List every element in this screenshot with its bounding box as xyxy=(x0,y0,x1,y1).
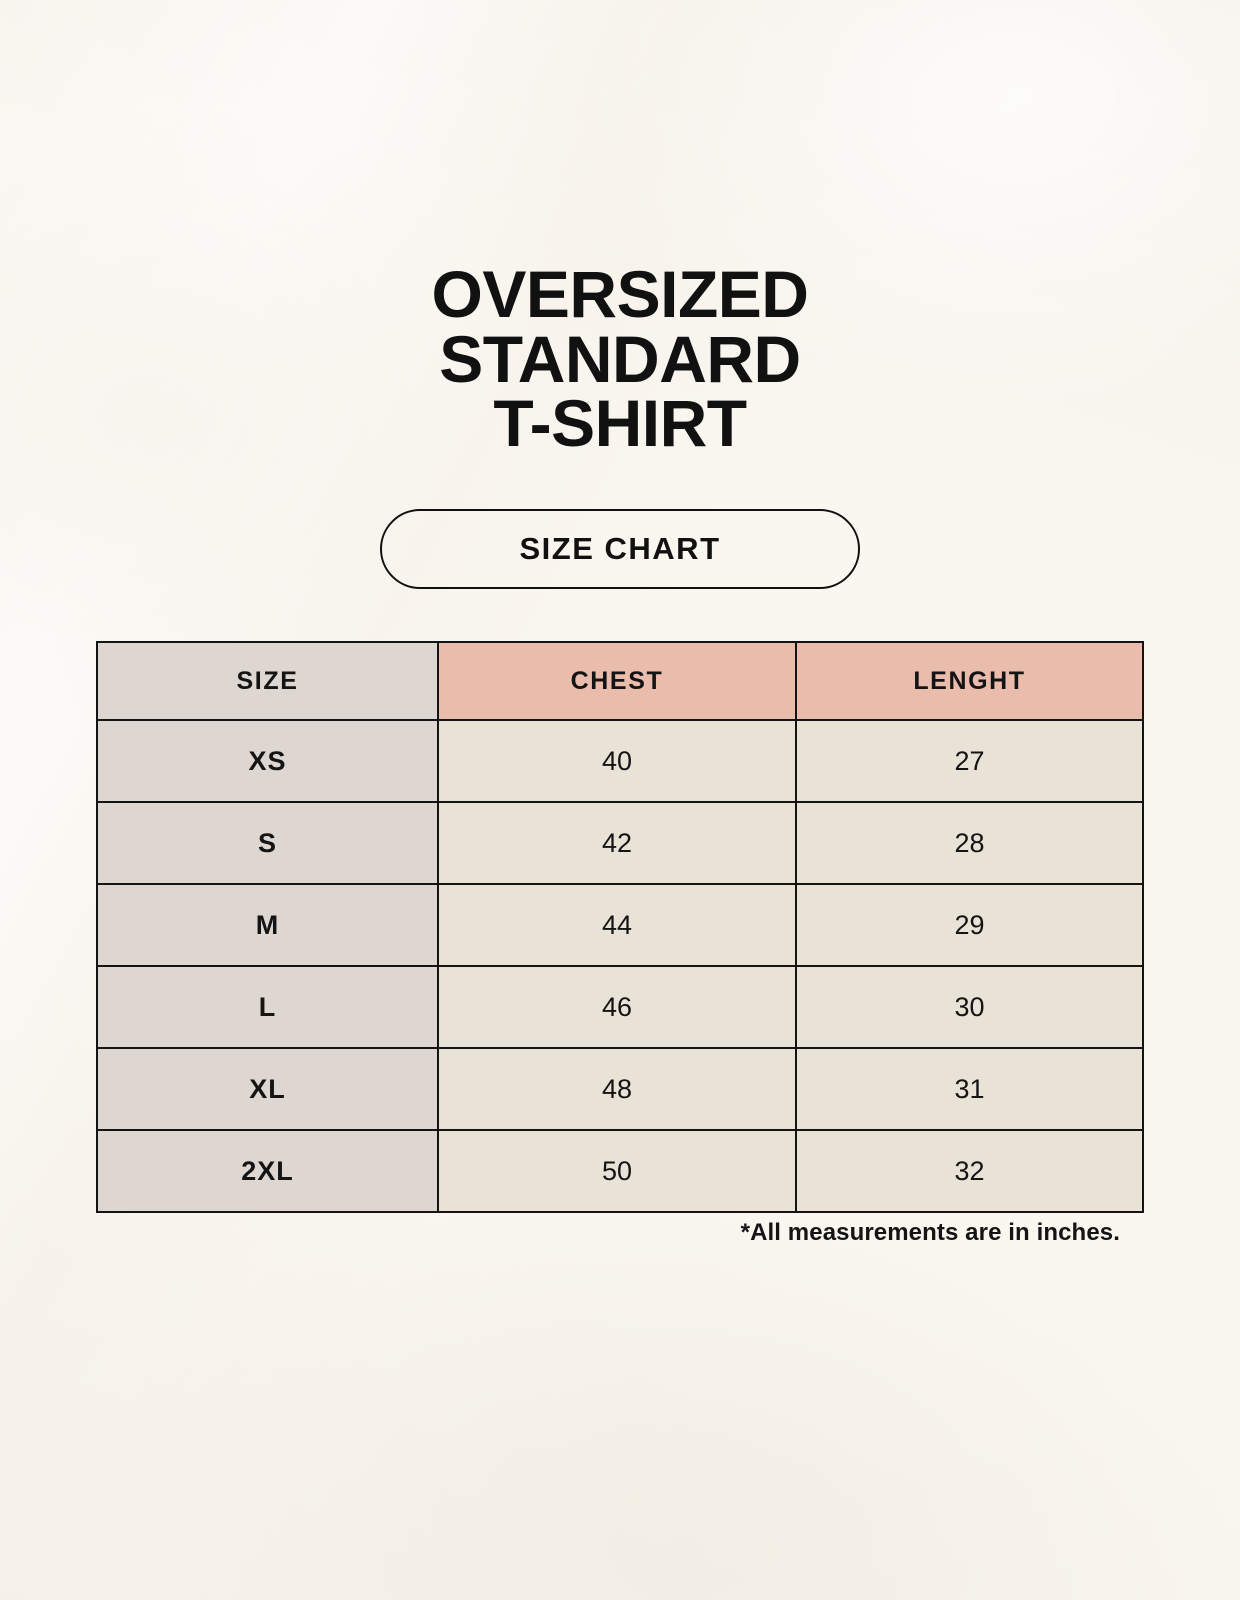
cell-lenght: 27 xyxy=(795,719,1144,803)
size-chart-table: SIZE CHEST LENGHT XS 40 27 S 42 28 M 44 … xyxy=(96,641,1144,1213)
cell-size: S xyxy=(96,801,439,885)
cell-chest: 50 xyxy=(437,1129,797,1213)
cell-size: M xyxy=(96,883,439,967)
cell-chest: 44 xyxy=(437,883,797,967)
cell-size: L xyxy=(96,965,439,1049)
cell-size: XL xyxy=(96,1047,439,1131)
cell-size: XS xyxy=(96,719,439,803)
cell-lenght: 31 xyxy=(795,1047,1144,1131)
table-row: M 44 29 xyxy=(96,883,1144,967)
size-chart-badge: SIZE CHART xyxy=(380,509,860,589)
table-header: SIZE CHEST LENGHT xyxy=(96,641,1144,721)
cell-size: 2XL xyxy=(96,1129,439,1213)
cell-lenght: 29 xyxy=(795,883,1144,967)
page-title-line-3: T-SHIRT xyxy=(493,386,747,461)
cell-chest: 46 xyxy=(437,965,797,1049)
table-row: XS 40 27 xyxy=(96,719,1144,803)
size-chart-badge-container: SIZE CHART xyxy=(0,509,1240,589)
column-header-size: SIZE xyxy=(96,641,439,721)
measurements-footnote: *All measurements are in inches. xyxy=(740,1219,1120,1246)
cell-lenght: 32 xyxy=(795,1129,1144,1213)
cell-chest: 48 xyxy=(437,1047,797,1131)
table-row: L 46 30 xyxy=(96,965,1144,1049)
table-row: XL 48 31 xyxy=(96,1047,1144,1131)
page-title-line-2: STANDARD xyxy=(439,321,801,396)
cell-chest: 42 xyxy=(437,801,797,885)
column-header-lenght: LENGHT xyxy=(795,641,1144,721)
column-header-chest: CHEST xyxy=(437,641,797,721)
table-row: 2XL 50 32 xyxy=(96,1129,1144,1213)
table-body: XS 40 27 S 42 28 M 44 29 L 46 30 XL 48 xyxy=(96,719,1144,1213)
page-title: OVERSIZED STANDARD T-SHIRT xyxy=(0,257,1240,461)
page-title-line-1: OVERSIZED xyxy=(431,257,809,331)
cell-lenght: 30 xyxy=(795,965,1144,1049)
table-row: S 42 28 xyxy=(96,801,1144,885)
table-header-row: SIZE CHEST LENGHT xyxy=(96,641,1144,721)
cell-chest: 40 xyxy=(437,719,797,803)
cell-lenght: 28 xyxy=(795,801,1144,885)
